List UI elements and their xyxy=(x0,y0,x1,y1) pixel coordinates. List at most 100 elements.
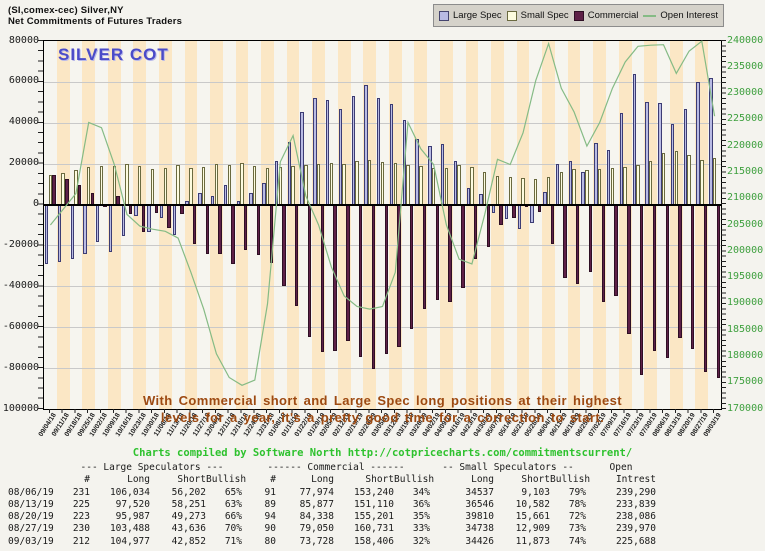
right-axis-ticks xyxy=(721,40,726,409)
table-cell: 94 xyxy=(264,511,276,523)
y-axis-label-right: 180000 xyxy=(727,349,764,361)
table-cell: 11,873 xyxy=(515,535,550,547)
annotation-line-1: With Commercial short and Large Spec lon… xyxy=(142,393,623,408)
plot-stripe xyxy=(580,41,594,409)
y-axis-label-right: 215000 xyxy=(727,165,764,177)
plot-stripe xyxy=(529,41,543,409)
legend-box-swatch xyxy=(506,10,517,21)
plot-stripe xyxy=(554,41,568,409)
table-cell: 104,977 xyxy=(109,535,150,547)
gridline xyxy=(44,286,721,288)
plot-stripe xyxy=(286,41,300,409)
y-axis-label-right: 240000 xyxy=(727,34,764,46)
legend-box-swatch xyxy=(573,10,584,21)
y-axis-label-right: 195000 xyxy=(727,271,764,283)
plot-stripe xyxy=(44,41,57,409)
plot-stripe xyxy=(427,41,440,409)
table-column-header: Intrest xyxy=(615,474,656,486)
table-cell: 34537 xyxy=(465,486,494,498)
plot-stripe xyxy=(146,41,159,409)
table-cell: 34426 xyxy=(465,535,494,547)
credit-line: Charts compiled by Software North http:/… xyxy=(132,447,633,459)
table-cell: 91 xyxy=(264,486,276,498)
y-axis-label-right: 230000 xyxy=(727,87,764,99)
table-cell: 95,987 xyxy=(115,511,150,523)
gridline xyxy=(44,368,721,370)
table-cell: 223 xyxy=(72,511,90,523)
table-cell: 233,839 xyxy=(615,498,656,510)
table-cell: 73% xyxy=(568,523,586,535)
legend-label: Open Interest xyxy=(660,10,718,21)
legend-label: Small Spec xyxy=(520,10,569,21)
plot-stripe xyxy=(171,41,185,409)
table-cell: 34% xyxy=(412,486,430,498)
y-axis-label-left: 20000 xyxy=(8,157,39,169)
plot-stripe xyxy=(107,41,121,409)
table-cell: 08/06/19 xyxy=(8,486,54,498)
table-cell: 78% xyxy=(568,498,586,510)
legend-label: Large Spec xyxy=(453,10,502,21)
plot-stripe xyxy=(95,41,108,409)
table-cell: 239,290 xyxy=(615,486,656,498)
table-row: 08/13/19 225 97,520 58,251 63% 89 85,877 151,11… xyxy=(8,499,656,511)
y-axis-label-right: 170000 xyxy=(727,402,764,414)
plot-stripe xyxy=(82,41,96,409)
table-header-row: # Long Short Bullish # Long Short Bullish Long Sh… xyxy=(8,474,656,486)
gridline xyxy=(44,81,721,83)
table-row: 08/06/19 231 106,034 56,202 65% 91 77,974 153,2… xyxy=(8,487,656,499)
table-cell: 160,731 xyxy=(353,523,394,535)
legend-item-small-spec: Small Spec xyxy=(506,10,569,21)
y-axis-label-left: 100000 xyxy=(2,402,39,414)
plot-stripe xyxy=(491,41,504,409)
table-column-header: Bullish xyxy=(206,474,247,486)
table-cell: 212 xyxy=(72,535,90,547)
table-cell: 79,050 xyxy=(299,523,334,535)
y-axis-label-right: 175000 xyxy=(727,376,764,388)
table-cell: 43,636 xyxy=(171,523,206,535)
chart-title-symbol: (SI,comex-cec) Silver,NY xyxy=(8,5,124,16)
cot-chart-plot: SILVER COT With Commercial short and Lar… xyxy=(43,40,722,425)
legend-item-commercial: Commercial xyxy=(573,10,638,21)
table-row: 08/20/19 223 95,987 49,273 66% 94 84,338 155,20… xyxy=(8,511,656,523)
table-cell: 09/03/19 xyxy=(8,535,54,547)
plot-stripe xyxy=(542,41,555,409)
table-group-header: -- Small Speculators -- xyxy=(442,462,574,473)
table-cell: 12,909 xyxy=(515,523,550,535)
table-column-header: Long xyxy=(471,474,494,486)
table-cell: 36% xyxy=(412,498,430,510)
table-cell: 65% xyxy=(224,486,242,498)
table-row: 09/03/19 212 104,977 42,852 71% 80 73,728 158,4… xyxy=(8,536,656,548)
table-cell: 33% xyxy=(412,523,430,535)
y-axis-label-left: 80000 xyxy=(8,34,39,46)
legend-item-large-spec: Large Spec xyxy=(439,10,502,21)
table-column-header: Short xyxy=(177,474,206,486)
table-cell: 63% xyxy=(224,498,242,510)
table-cell: 106,034 xyxy=(109,486,150,498)
plot-stripe xyxy=(235,41,249,409)
table-cell: 73,728 xyxy=(299,535,334,547)
table-cell: 08/27/19 xyxy=(8,523,54,535)
plot-stripe xyxy=(184,41,198,409)
chart-title-subtitle: Net Commitments of Futures Traders xyxy=(8,16,183,27)
table-cell: 15,661 xyxy=(515,511,550,523)
y-axis-label-right: 235000 xyxy=(727,60,764,72)
y-axis-label-right: 190000 xyxy=(727,297,764,309)
table-cell: 155,201 xyxy=(353,511,394,523)
zero-line xyxy=(44,203,721,206)
y-axis-label-right: 185000 xyxy=(727,323,764,335)
table-cell: 56,202 xyxy=(171,486,206,498)
y-axis-label-left: 60000 xyxy=(8,75,39,87)
table-cell: 49,273 xyxy=(171,511,206,523)
chart-annotation: With Commercial short and Large Spec lon… xyxy=(44,393,721,426)
gridline xyxy=(44,245,721,247)
table-cell xyxy=(8,462,62,474)
y-axis-label-right: 225000 xyxy=(727,113,764,125)
plot-stripe xyxy=(133,41,147,409)
table-cell: 153,240 xyxy=(353,486,394,498)
table-group-header: ------ Commercial ------ xyxy=(267,462,405,473)
table-cell: 36546 xyxy=(465,498,494,510)
plot-stripe xyxy=(465,41,479,409)
table-cell: 34738 xyxy=(465,523,494,535)
plot-stripe xyxy=(452,41,466,409)
y-axis-label-right: 200000 xyxy=(727,244,764,256)
